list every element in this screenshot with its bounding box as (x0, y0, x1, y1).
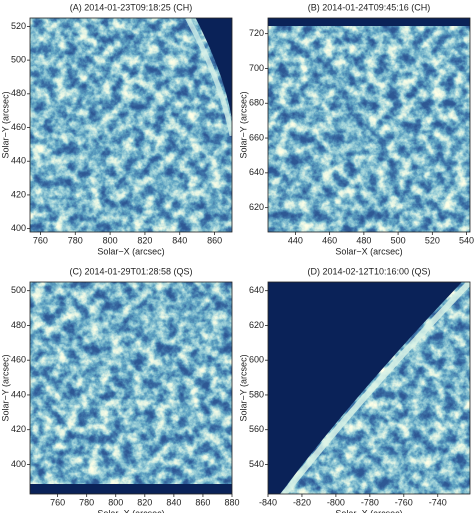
x-axis-label: Solar−X (arcsec) (97, 508, 164, 513)
x-tick-label: 800 (103, 235, 118, 245)
x-tick-label: 840 (172, 235, 187, 245)
y-tick-label: 620 (249, 320, 264, 330)
off-limb (195, 18, 232, 121)
y-tick-label: 420 (11, 424, 26, 434)
edge-band (268, 18, 470, 26)
x-tick-label: 860 (207, 235, 222, 245)
solar-image (30, 18, 232, 232)
x-tick-label: 780 (79, 497, 94, 507)
y-axis-label: Solar−Y (arcsec) (0, 354, 10, 421)
edge-band (30, 484, 232, 494)
y-tick-label: 400 (11, 459, 26, 469)
x-tick-label: -840 (259, 497, 277, 507)
y-tick-label: 660 (249, 132, 264, 142)
x-axis-label: Solar−X (arcsec) (335, 508, 402, 513)
solar-image (268, 18, 470, 232)
x-tick-label: -780 (361, 497, 379, 507)
panel-title: (C) 2014‑01‑29T01:28:58 (QS) (69, 266, 192, 276)
x-tick-label: 440 (288, 235, 303, 245)
y-tick-label: 640 (249, 285, 264, 295)
y-tick-label: 420 (11, 189, 26, 199)
x-tick-label: -740 (429, 497, 447, 507)
x-axis-label: Solar−X (arcsec) (97, 246, 164, 256)
solar-image (30, 282, 232, 494)
x-tick-label: 880 (224, 497, 239, 507)
y-tick-label: 500 (11, 285, 26, 295)
y-tick-label: 460 (11, 355, 26, 365)
y-tick-label: 640 (249, 167, 264, 177)
y-tick-label: 540 (249, 459, 264, 469)
x-axis-label: Solar−X (arcsec) (335, 246, 402, 256)
x-tick-label: -760 (395, 497, 413, 507)
x-tick-label: 860 (195, 497, 210, 507)
y-tick-label: 700 (249, 63, 264, 73)
panel-image (268, 18, 470, 232)
y-axis-label: Solar−Y (arcsec) (238, 91, 248, 158)
y-axis-label: Solar−Y (arcsec) (0, 91, 10, 158)
panel-title: (D) 2014‑02‑12T10:16:00 (QS) (307, 266, 430, 276)
y-tick-label: 460 (11, 122, 26, 132)
x-tick-label: 760 (50, 497, 65, 507)
panel-title: (B) 2014‑01‑24T09:45:16 (CH) (308, 2, 431, 12)
plot-frame (267, 17, 471, 233)
y-tick-label: 480 (11, 320, 26, 330)
limb-glow (281, 282, 470, 494)
y-tick-label: 400 (11, 223, 26, 233)
plot-frame (29, 281, 233, 495)
x-tick-label: 800 (108, 497, 123, 507)
x-tick-label: 760 (33, 235, 48, 245)
panel-image (30, 282, 232, 494)
off-limb (268, 282, 462, 494)
x-tick-label: 460 (322, 235, 337, 245)
y-tick-label: 580 (249, 389, 264, 399)
panel-title: (A) 2014‑01‑23T09:18:25 (CH) (70, 2, 193, 12)
x-tick-label: 820 (137, 235, 152, 245)
panel-image (268, 282, 470, 494)
plot-frame (29, 17, 233, 233)
limb-glow (185, 18, 232, 137)
y-tick-label: 500 (11, 55, 26, 65)
y-tick-label: 440 (11, 156, 26, 166)
plot-frame (267, 281, 471, 495)
y-tick-label: 440 (11, 389, 26, 399)
x-tick-label: 840 (166, 497, 181, 507)
y-tick-label: 680 (249, 98, 264, 108)
y-tick-label: 600 (249, 355, 264, 365)
y-tick-label: 480 (11, 88, 26, 98)
y-tick-label: 720 (249, 28, 264, 38)
x-tick-label: 500 (391, 235, 406, 245)
x-tick-label: 540 (459, 235, 474, 245)
y-tick-label: 520 (11, 21, 26, 31)
y-axis-label: Solar−Y (arcsec) (238, 354, 248, 421)
panel-image (30, 18, 232, 232)
y-tick-label: 560 (249, 424, 264, 434)
x-tick-label: -820 (293, 497, 311, 507)
x-tick-label: -800 (327, 497, 345, 507)
x-tick-label: 480 (356, 235, 371, 245)
y-tick-label: 620 (249, 202, 264, 212)
x-tick-label: 820 (137, 497, 152, 507)
x-tick-label: 780 (68, 235, 83, 245)
x-tick-label: 520 (425, 235, 440, 245)
